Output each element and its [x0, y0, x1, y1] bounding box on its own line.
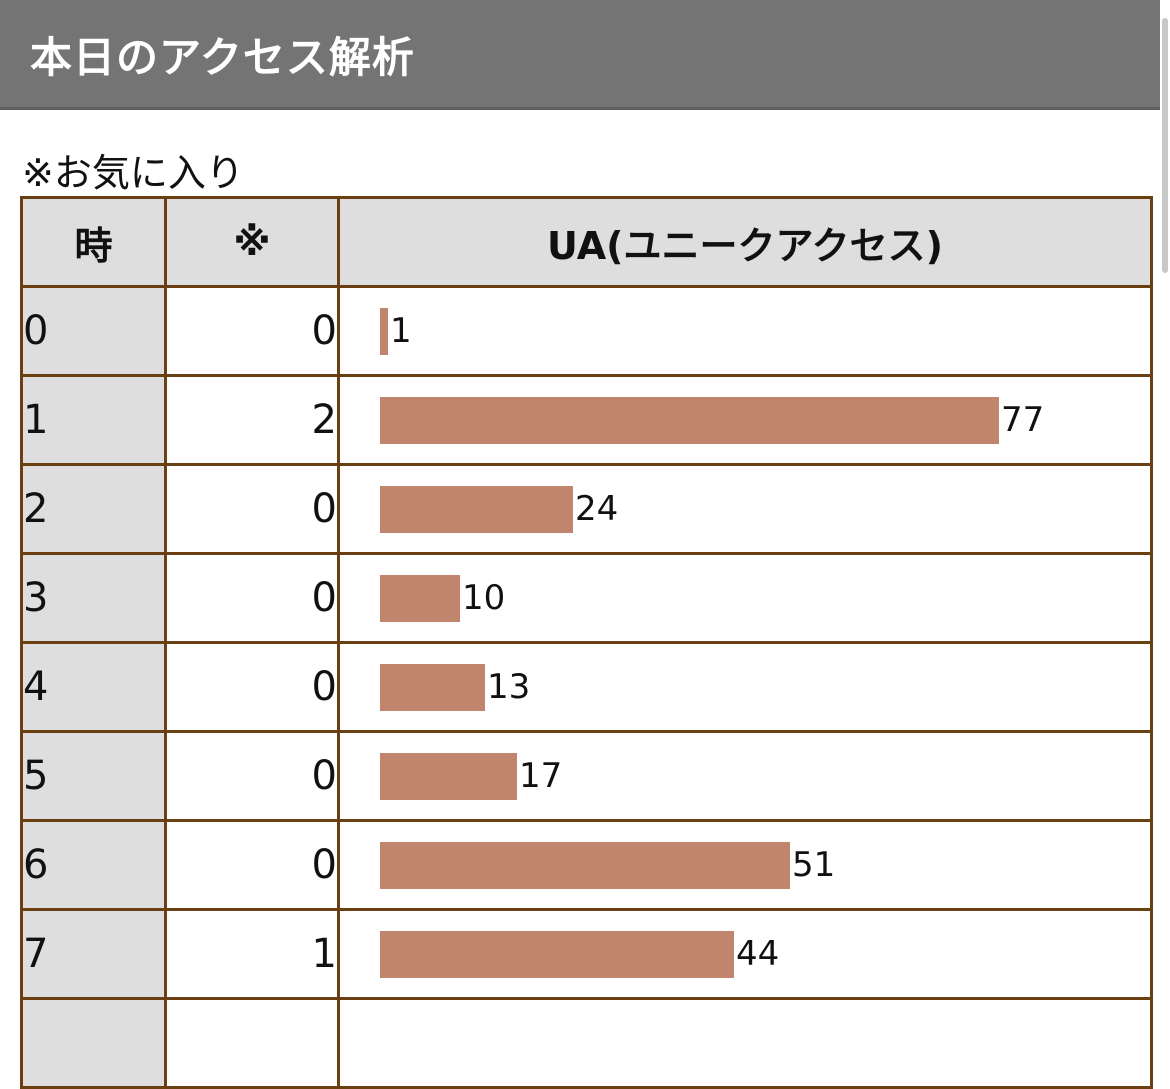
favorite-cell: 0 — [164, 819, 340, 911]
favorite-cell: 0 — [164, 285, 340, 377]
ua-cell: 13 — [337, 641, 1153, 733]
ua-cell: 1 — [337, 285, 1153, 377]
bar-wrap: 24 — [340, 468, 1150, 551]
header-unique-access: UA(ユニークアクセス) — [337, 196, 1153, 288]
table-row: 5 0 17 — [20, 730, 1153, 822]
table-header-row: 時 ※ UA(ユニークアクセス) — [20, 196, 1153, 288]
scrollbar-thumb[interactable] — [1162, 18, 1168, 273]
ua-bar-label: 24 — [575, 489, 619, 529]
access-table: 時 ※ UA(ユニークアクセス) 0 0 1 1 2 77 2 0 24 3 0 10 4 0 13 5 0 17… — [20, 196, 1153, 1089]
ua-cell: 51 — [337, 819, 1153, 911]
ua-bar-label: 17 — [519, 756, 563, 796]
page-title: 本日のアクセス解析 — [30, 33, 415, 82]
hour-cell: 0 — [20, 285, 167, 377]
bar-wrap: 44 — [340, 913, 1150, 996]
ua-bar — [380, 841, 790, 889]
ua-cell: 10 — [337, 552, 1153, 644]
page-header: 本日のアクセス解析 — [0, 0, 1160, 110]
bar-wrap: 10 — [340, 557, 1150, 640]
table-row: 7 1 44 — [20, 908, 1153, 1000]
hour-cell: 2 — [20, 463, 167, 555]
table-body: 0 0 1 1 2 77 2 0 24 3 0 10 4 0 13 5 0 17 6 0 51 7 1 44 — [20, 285, 1153, 1089]
ua-bar — [380, 574, 460, 622]
bar-wrap: 13 — [340, 646, 1150, 729]
ua-bar — [380, 663, 485, 711]
scrollbar[interactable] — [1160, 0, 1170, 1012]
hour-cell: 4 — [20, 641, 167, 733]
table-row: 4 0 13 — [20, 641, 1153, 733]
favorite-cell: 0 — [164, 463, 340, 555]
hour-cell: 7 — [20, 908, 167, 1000]
hour-cell: 3 — [20, 552, 167, 644]
ua-bar-label: 44 — [736, 934, 780, 974]
hour-cell: 5 — [20, 730, 167, 822]
ua-bar-label: 1 — [390, 311, 412, 351]
favorite-cell: 0 — [164, 552, 340, 644]
table-row: 6 0 51 — [20, 819, 1153, 911]
hour-cell: 6 — [20, 819, 167, 911]
favorite-cell: 2 — [164, 374, 340, 466]
bar-wrap: 51 — [340, 824, 1150, 907]
ua-cell: 77 — [337, 374, 1153, 466]
bar-wrap: 77 — [340, 379, 1150, 462]
ua-cell: 17 — [337, 730, 1153, 822]
ua-bar-label: 51 — [792, 845, 836, 885]
favorites-note: ※お気に入り — [22, 151, 244, 195]
table-row: 3 0 10 — [20, 552, 1153, 644]
ua-bar — [380, 485, 573, 533]
header-hour: 時 — [20, 196, 167, 288]
ua-cell: 24 — [337, 463, 1153, 555]
ua-bar-label: 13 — [487, 667, 531, 707]
ua-cell: 44 — [337, 908, 1153, 1000]
hour-cell: 1 — [20, 374, 167, 466]
table-row: 1 2 77 — [20, 374, 1153, 466]
ua-bar — [380, 396, 999, 444]
ua-bar-label: 10 — [462, 578, 506, 618]
ua-bar — [380, 307, 388, 355]
favorite-cell: 0 — [164, 641, 340, 733]
ua-bar-label: 77 — [1001, 400, 1045, 440]
favorite-cell: 1 — [164, 908, 340, 1000]
bar-wrap: 1 — [340, 290, 1150, 373]
ua-bar — [380, 752, 517, 800]
ua-bar — [380, 930, 734, 978]
bar-wrap: 17 — [340, 735, 1150, 818]
header-favorite: ※ — [164, 196, 340, 288]
table-row: 2 0 24 — [20, 463, 1153, 555]
favorite-cell: 0 — [164, 730, 340, 822]
